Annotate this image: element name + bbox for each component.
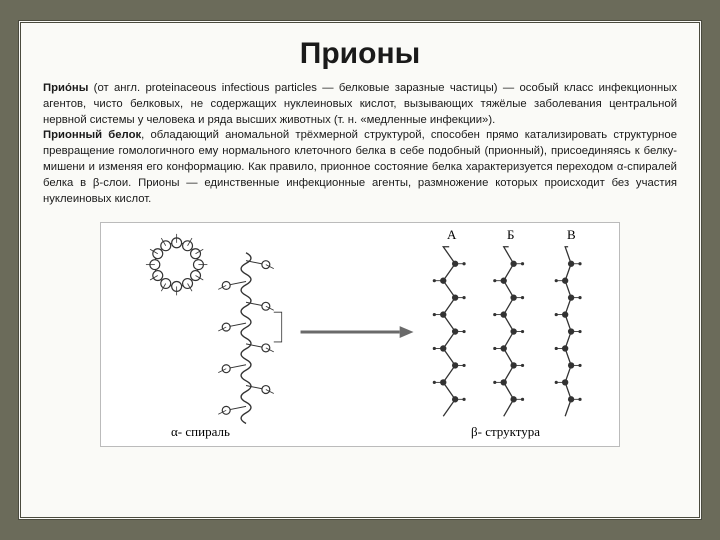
body-paragraph: Прио́ны (от англ. proteinaceous infectio…	[43, 81, 677, 208]
lead-term-2: Прионный белок	[43, 129, 141, 141]
col-label-a: А	[447, 227, 456, 243]
alpha-label: α- спираль	[171, 424, 230, 440]
slide-title: Прионы	[43, 37, 677, 71]
col-label-c: В	[567, 227, 576, 243]
lead-term-1: Прио́ны	[43, 82, 88, 94]
col-label-b: Б	[507, 227, 514, 243]
slide-frame: Прионы Прио́ны (от англ. proteinaceous i…	[18, 20, 702, 520]
diagram-svg	[101, 223, 619, 446]
para-1: (от англ. proteinaceous infectious parti…	[43, 82, 677, 126]
structure-diagram: α- спираль β- структура А Б В	[100, 222, 620, 447]
diagram-container: α- спираль β- структура А Б В	[43, 222, 677, 447]
beta-label: β- структура	[471, 424, 540, 440]
